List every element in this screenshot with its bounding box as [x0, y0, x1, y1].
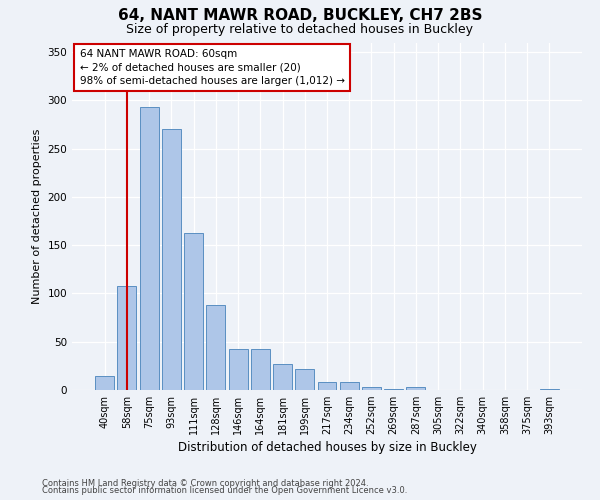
Bar [406, 387, 425, 390]
Bar [317, 382, 337, 390]
Text: Contains HM Land Registry data © Crown copyright and database right 2024.: Contains HM Land Registry data © Crown c… [42, 478, 368, 488]
Bar [251, 350, 270, 390]
Bar [140, 107, 158, 390]
Text: Contains public sector information licensed under the Open Government Licence v3: Contains public sector information licen… [42, 486, 407, 495]
Bar [95, 376, 114, 390]
X-axis label: Distribution of detached houses by size in Buckley: Distribution of detached houses by size … [178, 442, 476, 454]
Bar [384, 389, 403, 390]
Bar [340, 382, 359, 390]
Bar [362, 387, 381, 390]
Y-axis label: Number of detached properties: Number of detached properties [32, 128, 42, 304]
Bar [273, 364, 292, 390]
Text: 64 NANT MAWR ROAD: 60sqm
← 2% of detached houses are smaller (20)
98% of semi-de: 64 NANT MAWR ROAD: 60sqm ← 2% of detache… [80, 50, 344, 86]
Bar [118, 286, 136, 390]
Bar [206, 305, 225, 390]
Bar [184, 232, 203, 390]
Bar [162, 130, 181, 390]
Bar [540, 389, 559, 390]
Text: Size of property relative to detached houses in Buckley: Size of property relative to detached ho… [127, 22, 473, 36]
Bar [295, 369, 314, 390]
Bar [229, 350, 248, 390]
Text: 64, NANT MAWR ROAD, BUCKLEY, CH7 2BS: 64, NANT MAWR ROAD, BUCKLEY, CH7 2BS [118, 8, 482, 22]
